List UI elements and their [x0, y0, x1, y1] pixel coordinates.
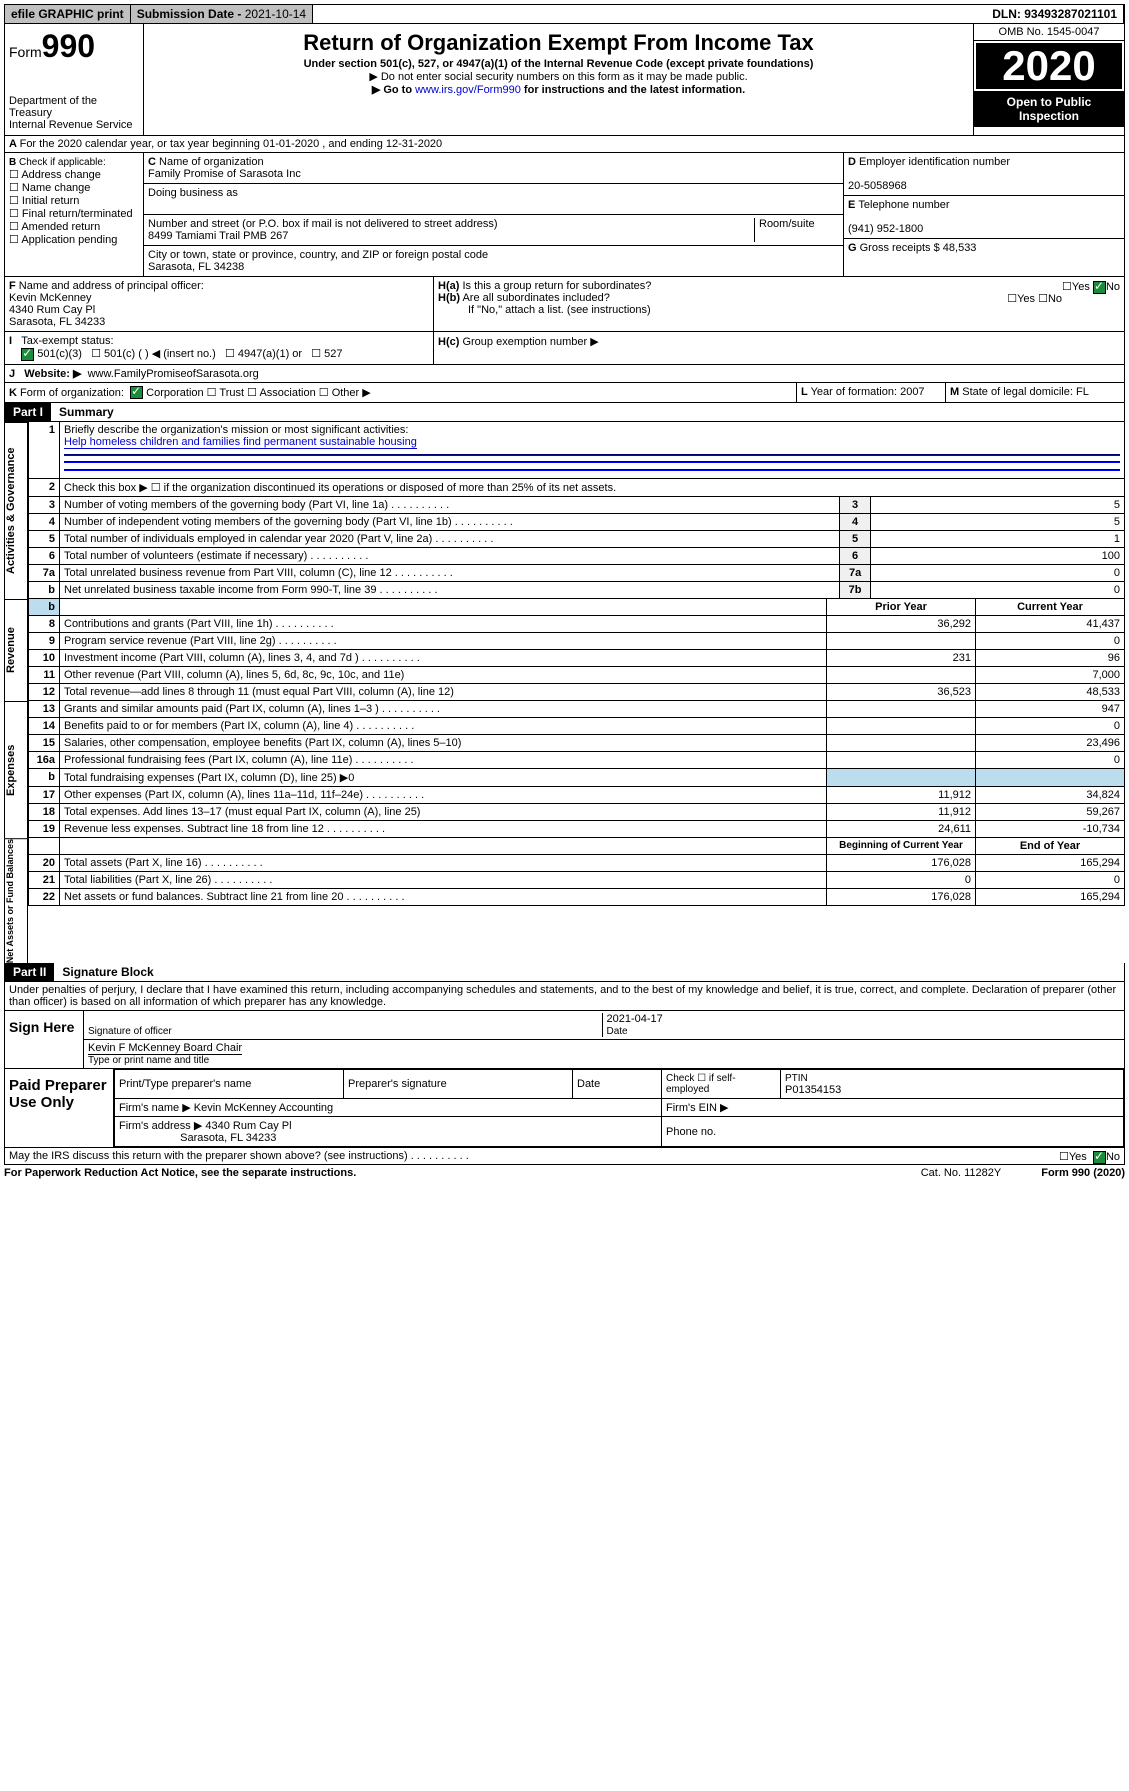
- row-klm: K Form of organization: Corporation ☐ Tr…: [4, 383, 1125, 404]
- tax-year: 2020: [978, 45, 1120, 87]
- row-a: A For the 2020 calendar year, or tax yea…: [4, 136, 1125, 153]
- paid-preparer-label: Paid Preparer Use Only: [5, 1069, 114, 1147]
- telephone: E Telephone number(941) 952-1800: [844, 196, 1124, 239]
- sign-block: Sign Here Signature of officer2021-04-17…: [4, 1011, 1125, 1069]
- side-activities: Activities & Governance: [4, 422, 28, 599]
- form-title: Return of Organization Exempt From Incom…: [148, 30, 969, 56]
- note-ssn: ▶ Do not enter social security numbers o…: [148, 70, 969, 83]
- mission-text: Help homeless children and families find…: [64, 436, 417, 449]
- org-name: C Name of organizationFamily Promise of …: [144, 153, 843, 184]
- discuss-row: May the IRS discuss this return with the…: [4, 1148, 1125, 1165]
- ein: D Employer identification number20-50589…: [844, 153, 1124, 196]
- table-activities: 1Briefly describe the organization's mis…: [28, 422, 1125, 599]
- paid-preparer-block: Paid Preparer Use Only Print/Type prepar…: [4, 1069, 1125, 1148]
- dept-treasury: Department of the Treasury: [9, 95, 139, 119]
- gross-receipts: G Gross receipts $ 48,533: [844, 239, 1124, 257]
- part2-header: Part IISignature Block: [4, 963, 1125, 982]
- declaration: Under penalties of perjury, I declare th…: [4, 982, 1125, 1011]
- dba: Doing business as: [144, 184, 843, 215]
- row-i: I Tax-exempt status: 501(c)(3) ☐ 501(c) …: [4, 332, 1125, 365]
- address-row: Number and street (or P.O. box if mail i…: [144, 215, 843, 246]
- dln: DLN: 93493287021101: [986, 5, 1124, 23]
- note-link: ▶ Go to www.irs.gov/Form990 for instruct…: [148, 83, 969, 96]
- efile-button[interactable]: efile GRAPHIC print: [5, 5, 131, 23]
- sign-here-label: Sign Here: [5, 1011, 84, 1068]
- city-row: City or town, state or province, country…: [144, 246, 843, 276]
- irs-label: Internal Revenue Service: [9, 119, 139, 131]
- omb-number: OMB No. 1545-0047: [974, 24, 1124, 41]
- side-expenses: Expenses: [4, 701, 28, 838]
- form-header: Form990 Department of the Treasury Inter…: [4, 24, 1125, 136]
- row-j: J Website: ▶ www.FamilyPromiseofSarasota…: [4, 365, 1125, 383]
- section-b: B Check if applicable: ☐ Address change …: [5, 153, 144, 276]
- footer: For Paperwork Reduction Act Notice, see …: [4, 1165, 1125, 1181]
- submission-date: Submission Date - 2021-10-14: [131, 5, 313, 23]
- table-revenue: bPrior YearCurrent Year 8Contributions a…: [28, 599, 1125, 701]
- form-subtitle: Under section 501(c), 527, or 4947(a)(1)…: [148, 58, 969, 70]
- open-public: Open to Public Inspection: [974, 91, 1124, 127]
- form-number: Form990: [9, 28, 139, 65]
- top-bar: efile GRAPHIC print Submission Date - 20…: [4, 4, 1125, 24]
- side-revenue: Revenue: [4, 599, 28, 701]
- table-expenses: 13Grants and similar amounts paid (Part …: [28, 701, 1125, 838]
- row-fh: F Name and address of principal officer:…: [4, 277, 1125, 332]
- part1-header: Part ISummary: [4, 403, 1125, 422]
- block-bcdefg: B Check if applicable: ☐ Address change …: [4, 153, 1125, 277]
- irs-link[interactable]: www.irs.gov/Form990: [415, 84, 521, 96]
- table-netassets: Beginning of Current YearEnd of Year 20T…: [28, 838, 1125, 906]
- side-netassets: Net Assets or Fund Balances: [4, 838, 28, 963]
